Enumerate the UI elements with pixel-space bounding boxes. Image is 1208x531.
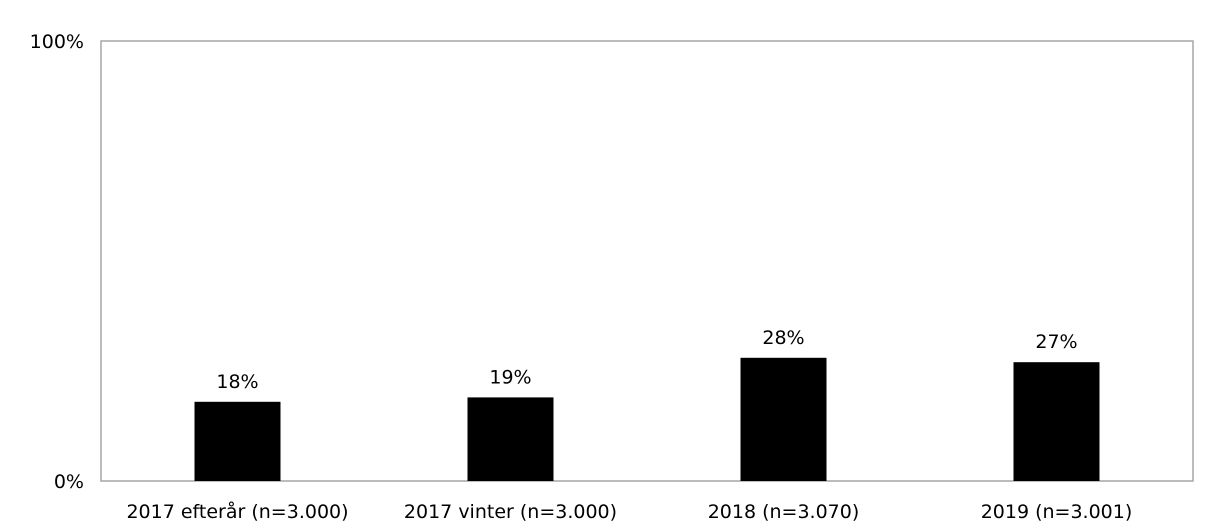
- bar-series: [194, 357, 1100, 481]
- y-tick-label-0: 0%: [54, 471, 84, 493]
- y-axis-ticks: 0% 100%: [30, 31, 84, 493]
- bar-3: [740, 357, 827, 481]
- data-labels: 18% 19% 28% 27%: [216, 327, 1077, 393]
- data-label-3: 28%: [762, 327, 804, 349]
- bar-1: [194, 401, 281, 481]
- data-label-2: 19%: [489, 366, 531, 388]
- category-label-4: 2019 (n=3.001): [981, 501, 1133, 523]
- x-axis-category-labels: 2017 efterår (n=3.000) 2017 vinter (n=3.0…: [126, 500, 1132, 523]
- y-tick-label-100: 100%: [30, 31, 84, 53]
- plot-frame: [100, 40, 1194, 482]
- data-label-1: 18%: [216, 371, 258, 393]
- category-label-1: 2017 efterår (n=3.000): [126, 500, 348, 523]
- category-label-2: 2017 vinter (n=3.000): [404, 501, 617, 523]
- data-label-4: 27%: [1035, 331, 1077, 353]
- bar-4: [1013, 362, 1100, 481]
- bar-2: [467, 397, 554, 481]
- category-label-3: 2018 (n=3.070): [708, 501, 860, 523]
